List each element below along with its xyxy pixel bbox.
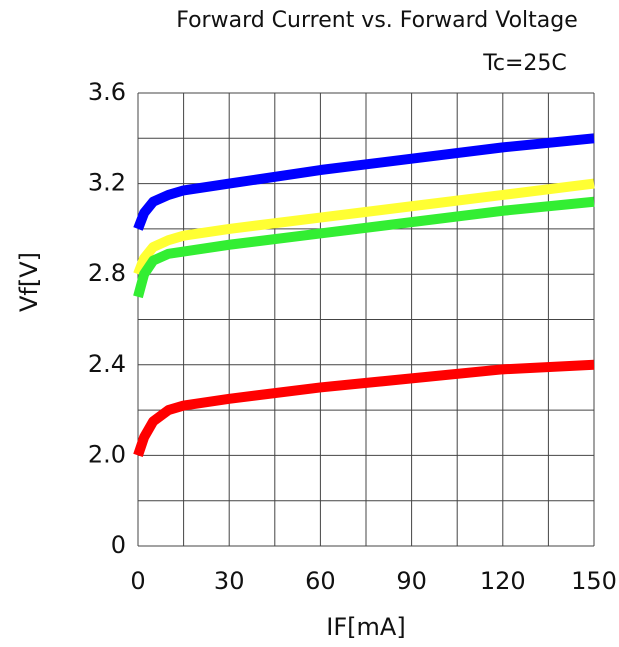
y-tick-label: 3.2 xyxy=(88,169,126,197)
x-tick-label: 150 xyxy=(571,567,617,595)
y-tick-label: 2.0 xyxy=(88,440,126,468)
series-line xyxy=(133,133,595,231)
y-tick-label: 0 xyxy=(111,531,126,559)
chart-title: Forward Current vs. Forward Voltage xyxy=(176,8,578,33)
chart-subtitle: Tc=25C xyxy=(482,51,567,76)
y-tick-label: 2.4 xyxy=(88,350,126,378)
x-tick-label: 120 xyxy=(480,567,526,595)
x-tick-label: 30 xyxy=(214,567,245,595)
x-tick-label: 0 xyxy=(130,567,145,595)
series-line xyxy=(133,359,595,457)
x-tick-label: 60 xyxy=(305,567,336,595)
y-tick-label: 2.8 xyxy=(88,259,126,287)
x-tick-label: 90 xyxy=(396,567,427,595)
y-tick-label: 3.6 xyxy=(88,78,126,106)
lines xyxy=(133,133,595,457)
series-line xyxy=(133,178,595,276)
x-axis-label: IF[mA] xyxy=(326,613,405,641)
series-line xyxy=(133,196,595,299)
y-axis-label: Vf[V] xyxy=(15,252,43,312)
